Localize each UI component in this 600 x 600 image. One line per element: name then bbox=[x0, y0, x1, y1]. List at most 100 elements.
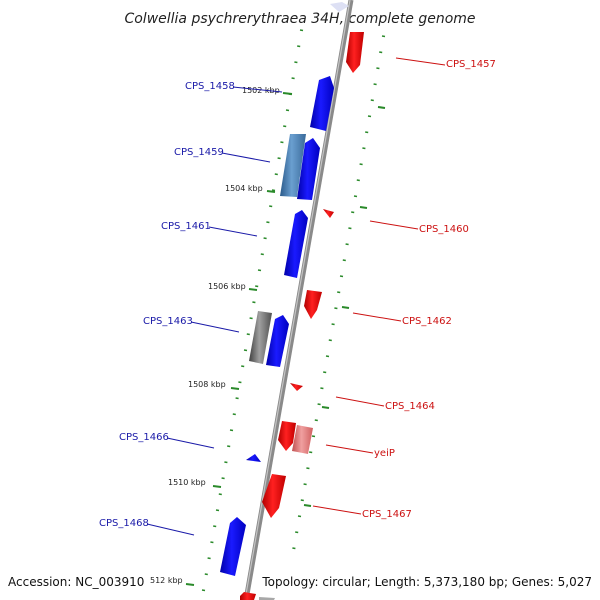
minor-tick bbox=[334, 307, 338, 310]
gene-yeip[interactable] bbox=[292, 425, 313, 454]
minor-tick bbox=[224, 461, 228, 464]
gene-label-yeip[interactable]: yeiP bbox=[374, 448, 395, 459]
gene-cps-1461[interactable] bbox=[284, 210, 308, 278]
minor-tick bbox=[260, 253, 264, 256]
kbp-tick-1512 bbox=[185, 583, 195, 586]
gene-cps-1466[interactable] bbox=[246, 454, 261, 462]
gene-cps-1463-gray[interactable] bbox=[249, 311, 272, 364]
minor-tick bbox=[309, 451, 313, 454]
gene-cps-1459b[interactable] bbox=[297, 138, 320, 200]
reverse-genes bbox=[240, 2, 364, 600]
gene-label-cps-1468[interactable]: CPS_1468 bbox=[99, 518, 149, 529]
minor-tick bbox=[381, 35, 386, 38]
minor-tick bbox=[306, 467, 310, 470]
leader-cps-1464 bbox=[335, 396, 385, 407]
minor-tick bbox=[218, 493, 222, 496]
kbp-label-1510: 1510 kbp bbox=[168, 478, 206, 487]
forward-genes bbox=[220, 76, 334, 576]
gene-cps-1460[interactable] bbox=[323, 209, 334, 218]
minor-tick bbox=[285, 109, 290, 112]
minor-tick bbox=[207, 557, 211, 560]
gene-label-cps-1459[interactable]: CPS_1459 bbox=[174, 147, 224, 158]
gene-cps-1459[interactable] bbox=[280, 134, 306, 197]
gene-cps-1463[interactable] bbox=[266, 315, 289, 367]
gene-label-cps-1462[interactable]: CPS_1462 bbox=[402, 316, 452, 327]
gene-label-cps-1457[interactable]: CPS_1457 bbox=[446, 59, 496, 70]
gene-cps-1458[interactable] bbox=[310, 76, 334, 131]
gene-cps-1464[interactable] bbox=[290, 383, 303, 391]
accession-text: Accession: NC_003910 bbox=[8, 575, 144, 589]
kbp-label-1506: 1506 kbp bbox=[208, 282, 246, 291]
kbp-tick-1506 bbox=[248, 288, 258, 291]
minor-tick bbox=[356, 179, 360, 182]
minor-tick bbox=[359, 163, 363, 166]
minor-tick bbox=[337, 291, 341, 294]
minor-tick bbox=[292, 547, 296, 550]
minor-tick bbox=[376, 67, 380, 70]
minor-tick bbox=[331, 323, 335, 326]
minor-tick bbox=[295, 531, 299, 534]
leader-cps-1466 bbox=[166, 437, 215, 449]
minor-tick bbox=[241, 365, 245, 368]
gene-label-cps-1461[interactable]: CPS_1461 bbox=[161, 221, 211, 232]
leader-yeip bbox=[325, 444, 374, 454]
minor-tick bbox=[232, 413, 236, 416]
kbp-tick-1502 bbox=[282, 92, 293, 95]
minor-tick bbox=[243, 349, 248, 352]
gene-cps-1462[interactable] bbox=[304, 290, 322, 319]
minor-tick bbox=[271, 189, 276, 192]
minor-tick bbox=[317, 403, 321, 406]
gene-label-cps-1467[interactable]: CPS_1467 bbox=[362, 509, 412, 520]
right-tick-3 bbox=[341, 306, 350, 309]
minor-tick bbox=[300, 499, 304, 502]
genome-backbone-highlight bbox=[244, 0, 351, 600]
gene-cps-1467[interactable] bbox=[262, 474, 286, 518]
minor-tick bbox=[342, 259, 346, 262]
minor-tick bbox=[227, 445, 231, 448]
minor-tick bbox=[266, 221, 270, 224]
minor-tick bbox=[370, 99, 374, 102]
minor-tick bbox=[294, 61, 298, 64]
gene-cps-1457[interactable] bbox=[346, 32, 364, 73]
right-gene-labels: CPS_1457 CPS_1460 CPS_1462 CPS_1464 yeiP… bbox=[312, 57, 496, 520]
minor-tick bbox=[277, 157, 281, 160]
minor-tick bbox=[221, 477, 225, 480]
leader-cps-1457 bbox=[395, 57, 446, 66]
gene-label-cps-1463[interactable]: CPS_1463 bbox=[143, 316, 193, 327]
right-tick-5 bbox=[303, 504, 312, 507]
minor-tick bbox=[379, 51, 383, 54]
gene-cps-1468[interactable] bbox=[220, 517, 246, 576]
kbp-label-1508: 1508 kbp bbox=[188, 380, 226, 389]
minor-tick bbox=[351, 211, 355, 214]
minor-tick bbox=[229, 429, 234, 432]
minor-tick bbox=[325, 355, 330, 358]
leader-cps-1460 bbox=[369, 220, 419, 230]
leader-cps-1468 bbox=[146, 523, 195, 536]
minor-tick bbox=[283, 125, 287, 128]
leader-cps-1458 bbox=[232, 86, 283, 93]
gene-top-faint bbox=[330, 2, 349, 12]
minor-tick bbox=[323, 371, 327, 374]
minor-tick bbox=[238, 381, 242, 384]
map-title: Colwellia psychrerythraea 34H, complete … bbox=[124, 11, 475, 27]
minor-tick bbox=[201, 589, 206, 592]
minor-tick bbox=[339, 275, 344, 278]
gene-label-cps-1464[interactable]: CPS_1464 bbox=[385, 401, 435, 412]
gene-cps-1469[interactable] bbox=[240, 592, 256, 600]
gene-label-cps-1460[interactable]: CPS_1460 bbox=[419, 224, 469, 235]
minor-tick bbox=[373, 83, 377, 86]
tick-tracks bbox=[201, 29, 386, 592]
minor-tick bbox=[246, 333, 250, 336]
gene-label-cps-1466[interactable]: CPS_1466 bbox=[119, 432, 169, 443]
minor-tick bbox=[311, 435, 316, 438]
gene-cps-1465[interactable] bbox=[278, 421, 296, 451]
minor-tick bbox=[252, 301, 256, 304]
kbp-label-1512: 512 kbp bbox=[150, 576, 183, 585]
gene-cps-1469b[interactable] bbox=[259, 597, 275, 600]
minor-tick bbox=[274, 173, 278, 176]
minor-tick bbox=[353, 195, 358, 198]
gene-label-cps-1458[interactable]: CPS_1458 bbox=[185, 81, 235, 92]
minor-tick bbox=[345, 243, 349, 246]
